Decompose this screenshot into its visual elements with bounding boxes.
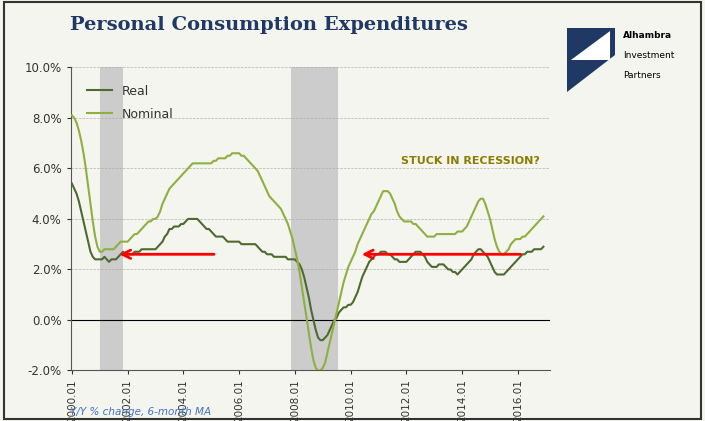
Real (418, 252, 427, 257)
Text: Personal Consumption Expenditures: Personal Consumption Expenditures (70, 16, 468, 34)
Text: Alhambra: Alhambra (623, 31, 672, 40)
Text: STUCK IN RECESSION?: STUCK IN RECESSION? (400, 156, 539, 166)
Line: Nominal: Nominal (72, 115, 544, 370)
Nominal (147, 219, 155, 224)
Text: Investment: Investment (623, 51, 675, 60)
Bar (100, 67, 123, 370)
Nominal (305, 330, 313, 335)
Nominal (418, 229, 427, 234)
Real (193, 216, 202, 221)
Nominal (68, 113, 76, 118)
Text: Partners: Partners (623, 71, 661, 80)
Nominal (118, 239, 127, 244)
Real (317, 338, 325, 343)
Nominal (539, 214, 548, 219)
Real (147, 247, 155, 252)
Line: Real: Real (72, 184, 544, 340)
Text: Y/Y % change, 6-month MA: Y/Y % change, 6-month MA (70, 407, 212, 417)
Polygon shape (567, 28, 615, 92)
Nominal (317, 368, 325, 373)
Legend: Real, Nominal: Real, Nominal (82, 80, 178, 126)
Bar (290, 67, 338, 370)
Real (68, 181, 76, 186)
Real (314, 335, 322, 340)
Polygon shape (571, 31, 610, 60)
Real (305, 295, 313, 300)
Real (539, 244, 548, 249)
Nominal (314, 368, 322, 373)
Nominal (193, 161, 202, 166)
Real (118, 249, 127, 254)
